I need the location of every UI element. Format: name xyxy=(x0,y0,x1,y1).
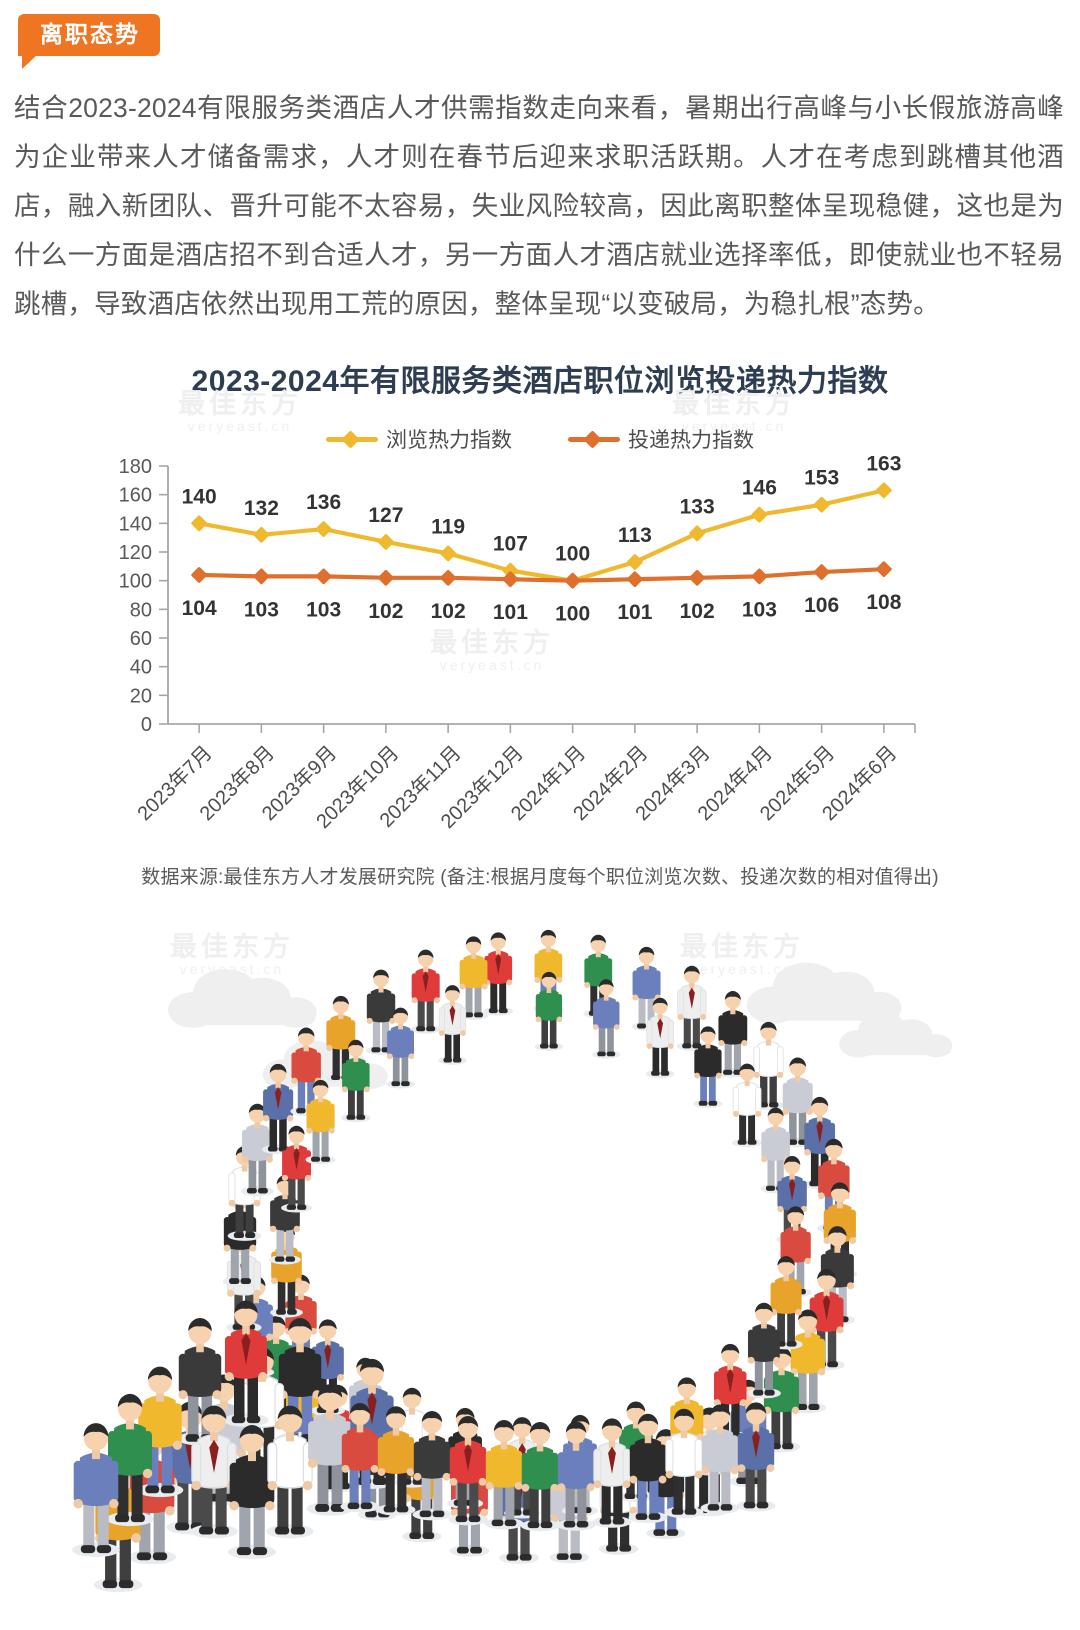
legend-item-apply: 投递热力指数 xyxy=(568,424,754,454)
svg-text:101: 101 xyxy=(617,601,652,624)
svg-text:100: 100 xyxy=(555,603,590,626)
legend-label-browse: 浏览热力指数 xyxy=(386,429,512,452)
svg-text:102: 102 xyxy=(368,600,403,623)
svg-text:103: 103 xyxy=(306,598,341,621)
svg-text:180: 180 xyxy=(119,456,152,478)
svg-text:100: 100 xyxy=(555,543,590,566)
svg-text:160: 160 xyxy=(119,485,152,507)
svg-text:100: 100 xyxy=(119,571,152,593)
svg-text:104: 104 xyxy=(182,597,217,620)
svg-text:163: 163 xyxy=(866,454,901,475)
chart-container: 最佳东方 veryeast.cn 最佳东方 veryeast.cn 2023-2… xyxy=(0,352,1080,912)
svg-text:108: 108 xyxy=(866,591,901,614)
svg-text:136: 136 xyxy=(306,491,341,514)
svg-text:119: 119 xyxy=(431,515,465,538)
svg-text:20: 20 xyxy=(130,685,152,707)
svg-text:103: 103 xyxy=(244,598,279,621)
section-badge: 离职态势 xyxy=(18,14,160,70)
body-paragraph: 结合2023-2024有限服务类酒店人才供需指数走向来看，暑期出行高峰与小长假旅… xyxy=(14,93,1064,319)
legend-marker-browse xyxy=(326,430,378,449)
svg-text:146: 146 xyxy=(742,477,777,500)
svg-text:60: 60 xyxy=(130,628,152,650)
crowd-illustration: 最佳东方 veryeast.cn 最佳东方 veryeast.cn xyxy=(0,905,1080,1625)
chart-source-note: 数据来源:最佳东方人才发展研究院 (备注:根据月度每个职位浏览次数、投递次数的相… xyxy=(141,867,939,888)
legend-marker-apply xyxy=(568,430,620,449)
svg-text:140: 140 xyxy=(119,513,152,535)
svg-text:101: 101 xyxy=(493,601,528,624)
chart-title: 2023-2024年有限服务类酒店职位浏览投递热力指数 xyxy=(191,365,889,398)
section-badge-tail xyxy=(22,56,36,70)
svg-text:113: 113 xyxy=(618,524,652,547)
svg-text:132: 132 xyxy=(244,497,279,520)
chart-plot-area: 最佳东方 veryeast.cn 0 20 40 60 80 100 120 140 160 18… xyxy=(0,454,1080,874)
svg-text:140: 140 xyxy=(182,485,217,508)
section-badge-label: 离职态势 xyxy=(18,14,160,57)
svg-text:127: 127 xyxy=(368,504,403,527)
svg-text:106: 106 xyxy=(804,594,839,617)
svg-text:107: 107 xyxy=(493,533,528,556)
svg-text:102: 102 xyxy=(680,600,715,623)
chart-legend: 浏览热力指数 投递热力指数 xyxy=(0,424,1080,454)
svg-text:133: 133 xyxy=(680,495,715,518)
svg-text:153: 153 xyxy=(804,467,839,490)
svg-text:80: 80 xyxy=(130,599,152,621)
svg-text:120: 120 xyxy=(119,542,152,564)
svg-text:40: 40 xyxy=(130,657,152,679)
svg-text:103: 103 xyxy=(742,598,777,621)
svg-text:102: 102 xyxy=(431,600,466,623)
legend-item-browse: 浏览热力指数 xyxy=(326,424,512,454)
crowd-illustration-svg xyxy=(72,929,953,1593)
svg-text:0: 0 xyxy=(141,714,152,736)
line-chart-svg: 0204060801001201401601802023年7月2023年8月20… xyxy=(119,454,916,833)
legend-label-apply: 投递热力指数 xyxy=(628,429,754,452)
